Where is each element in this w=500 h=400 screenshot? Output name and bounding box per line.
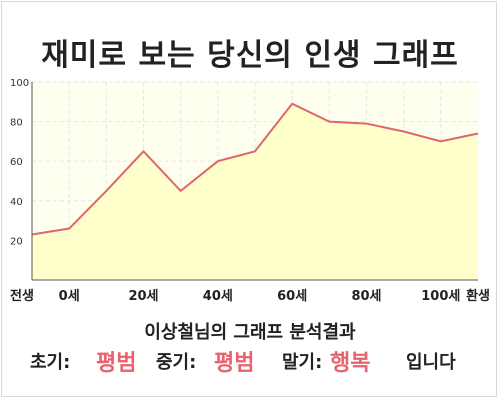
late-value: 행복 xyxy=(330,351,371,376)
early-value: 평범 xyxy=(96,351,137,376)
y-tick-label: 20 xyxy=(10,236,23,247)
result-suffix: 입니다 xyxy=(406,352,456,373)
result-subtitle: 이상철님의 그래프 분석결과 xyxy=(144,322,356,343)
axes xyxy=(31,82,478,281)
x-tick-label: 0세 xyxy=(59,289,80,304)
page-title: 재미로 보는 당신의 인생 그래프 xyxy=(41,38,459,73)
x-tick-label: 80세 xyxy=(351,289,381,304)
y-tick-label: 80 xyxy=(10,118,23,129)
x-tick-label: 60세 xyxy=(277,289,307,304)
y-tick-label: 60 xyxy=(10,157,23,168)
x-tick-label: 20세 xyxy=(128,289,158,304)
x-tick-label: 40세 xyxy=(203,289,233,304)
late-label: 말기: xyxy=(282,352,323,373)
tick-labels: 20 40 60 80 100 전생 0세 20세 40세 60세 80세 100세 환생 xyxy=(10,78,490,304)
series-line xyxy=(31,102,479,236)
middle-label: 중기: xyxy=(156,352,197,373)
x-tick-label: 전생 xyxy=(10,288,34,304)
y-tick-label: 40 xyxy=(10,197,23,208)
middle-value: 평범 xyxy=(214,351,255,376)
area-fill xyxy=(32,103,478,280)
y-tick-label: 100 xyxy=(10,78,29,89)
x-tick-label: 100세 xyxy=(421,289,460,304)
early-label: 초기: xyxy=(30,352,71,373)
x-tick-label: 환생 xyxy=(466,288,490,304)
